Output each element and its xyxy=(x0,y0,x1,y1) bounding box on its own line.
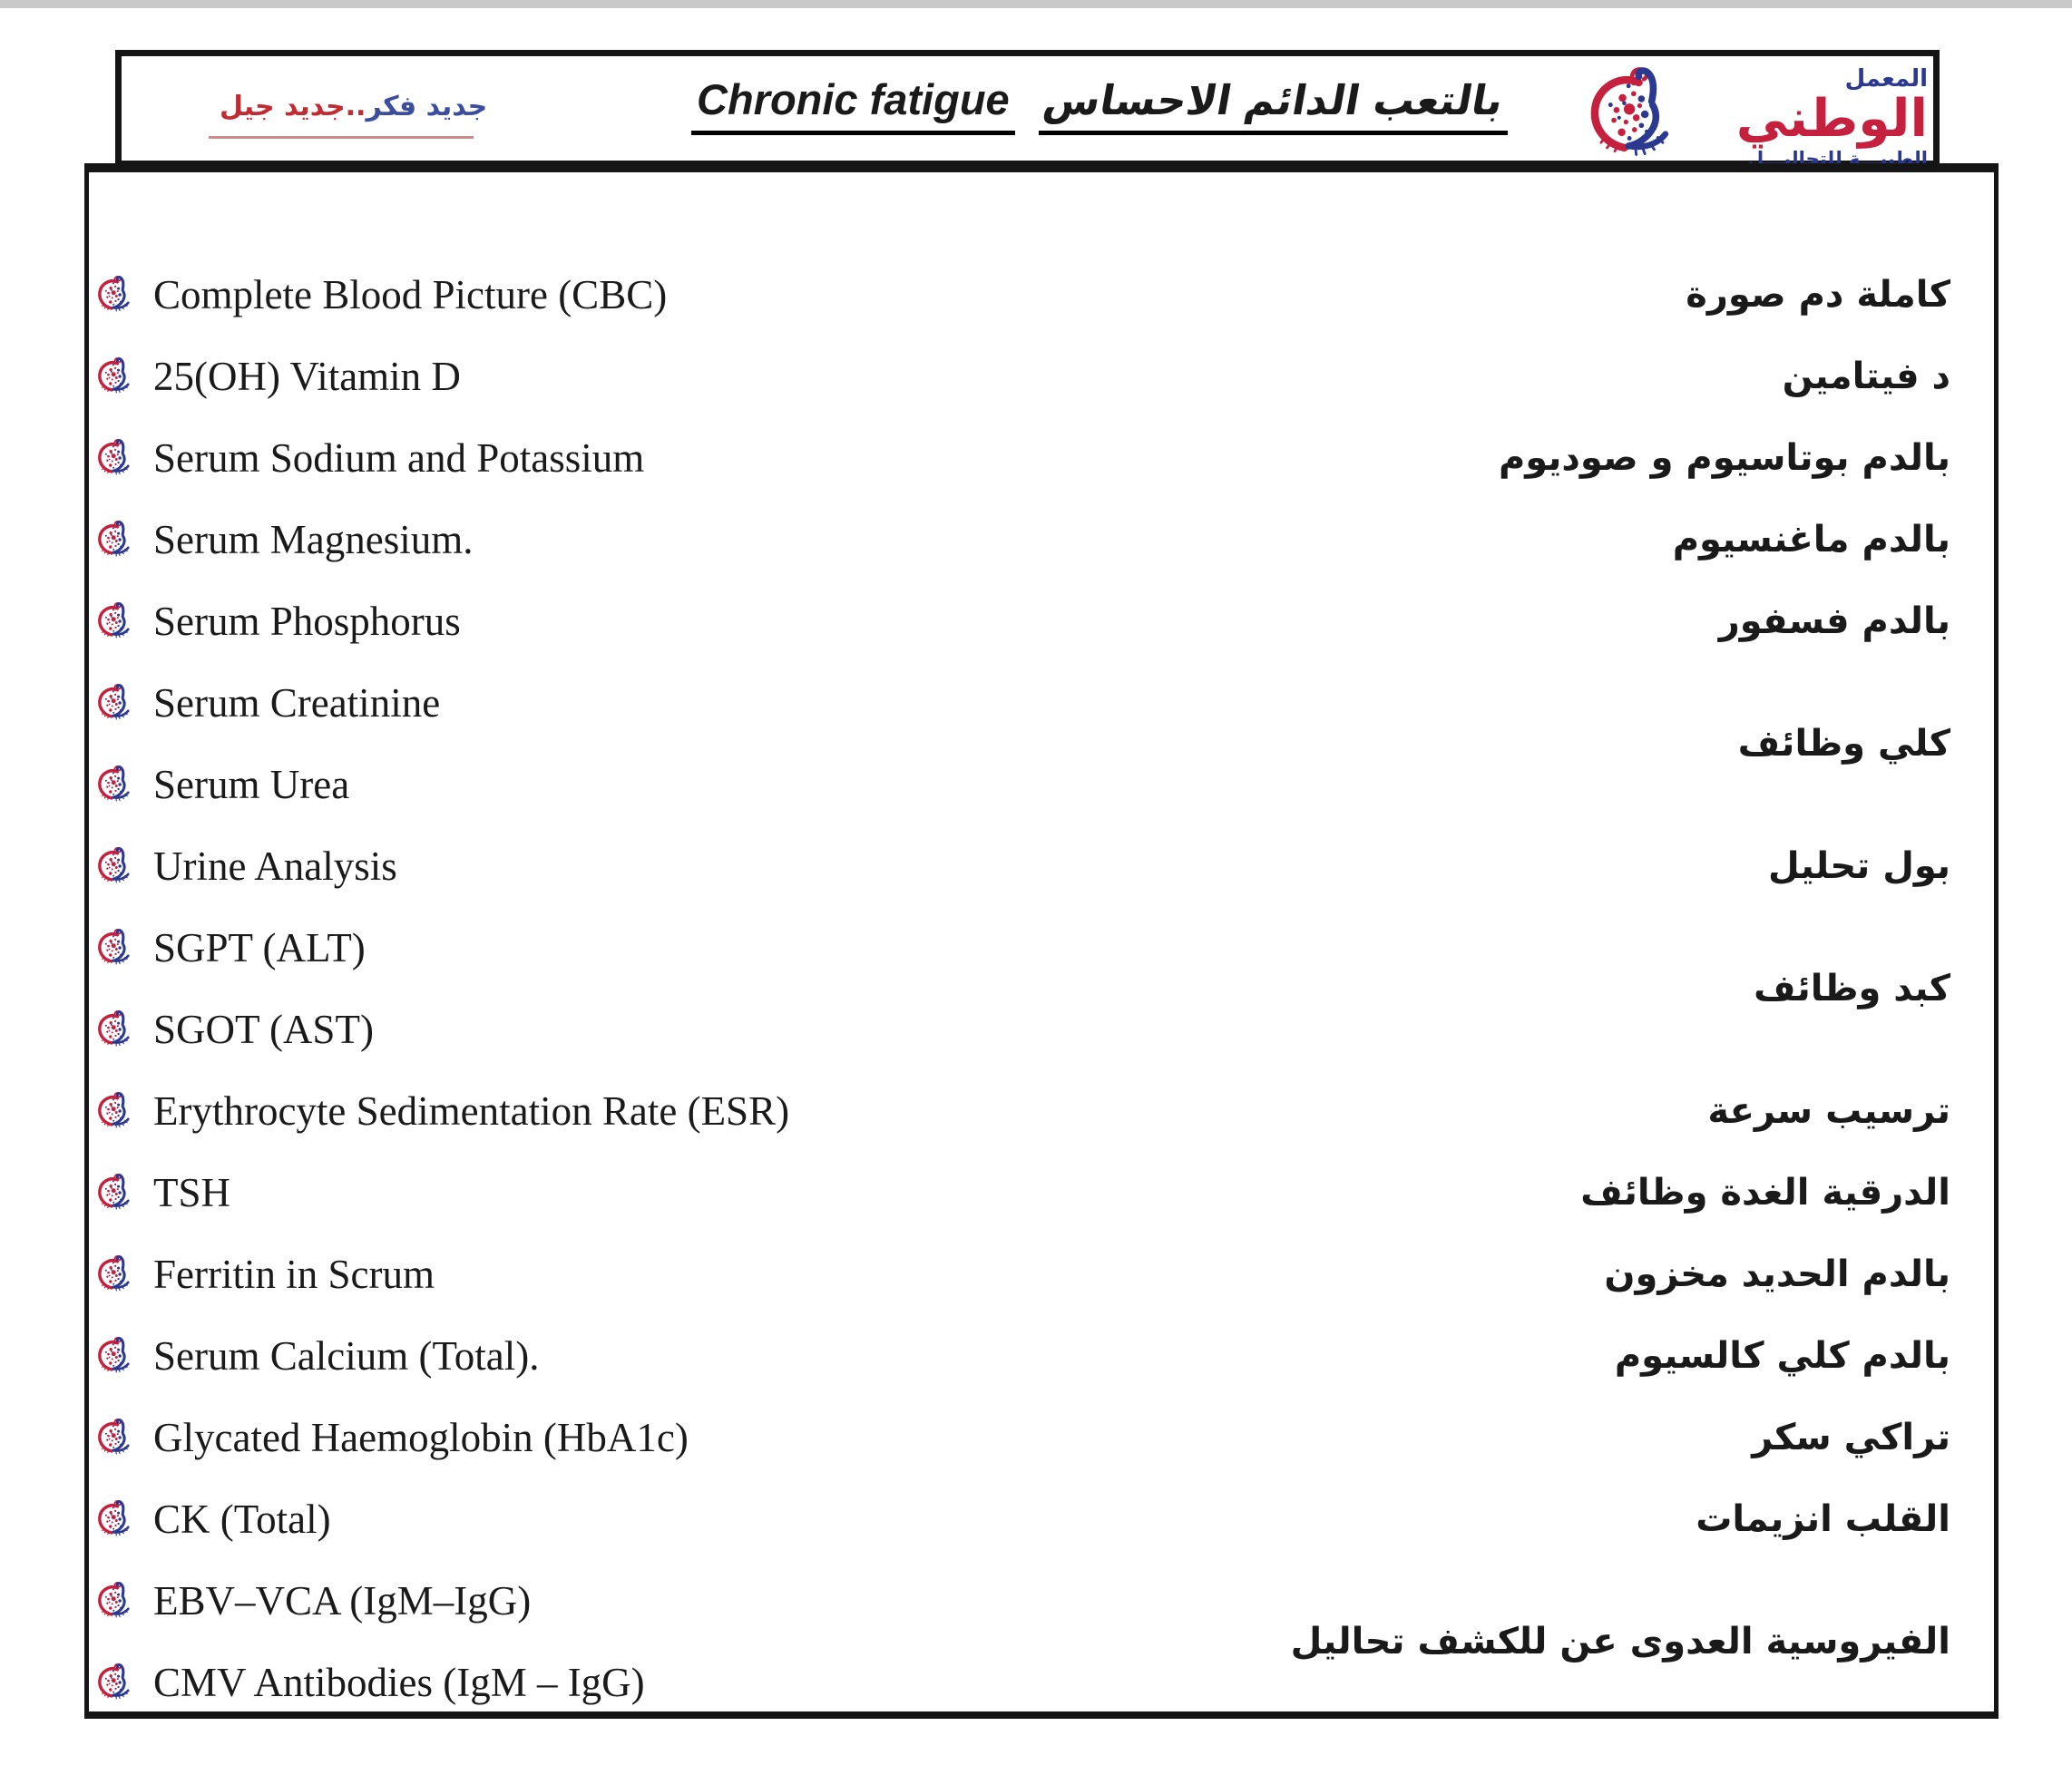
test-name: Serum Calcium (Total). xyxy=(153,1333,540,1379)
lab-flask-bullet-icon xyxy=(98,1499,130,1537)
lab-flask-bullet-icon xyxy=(98,520,130,558)
test-row: Complete Blood Picture (CBC) xyxy=(95,271,667,318)
test-label-arabic: فسفور‎ بالدم‎ xyxy=(1718,600,1950,642)
test-group-label-arabic: وظائف‎ كلي‎ xyxy=(1737,723,1950,765)
lab-flask-bullet-icon xyxy=(98,1418,130,1456)
lab-flask-bullet-icon xyxy=(98,846,130,884)
test-row: SGOT (AST) xyxy=(95,1006,374,1053)
test-label-arabic: صوديوم‎ و‎ بوتاسيوم‎ بالدم‎ xyxy=(1498,437,1950,479)
test-row: Serum Magnesium. xyxy=(95,516,473,563)
lab-flask-bullet-icon xyxy=(98,1091,130,1129)
logo-line-top: المعمل‎ xyxy=(1844,65,1928,93)
test-label-arabic: كالسيوم‎ كلي‎ بالدم‎ xyxy=(1614,1335,1950,1377)
lab-flask-bullet-icon xyxy=(98,1336,130,1374)
test-name: Ferritin in Scrum xyxy=(153,1252,435,1297)
test-row: Serum Calcium (Total). xyxy=(95,1332,540,1380)
lab-flask-bullet-icon xyxy=(98,601,130,639)
test-group-label-arabic: وظائف‎ كبد‎ xyxy=(1754,968,1950,1009)
test-label-arabic: انزيمات‎ القلب‎ xyxy=(1696,1498,1950,1540)
test-name: Serum Sodium and Potassium xyxy=(153,435,645,481)
lab-flask-logo-icon xyxy=(1584,67,1678,161)
test-list-box xyxy=(84,163,1999,1719)
lab-flask-bullet-icon xyxy=(98,1254,130,1292)
test-row: SGPT (ALT) xyxy=(95,924,366,971)
test-row: CMV Antibodies (IgM – IgG) xyxy=(95,1659,645,1706)
title-arabic: الاحساس‎ الدائم‎ بالتعب‎ xyxy=(1038,76,1509,135)
test-name: Erythrocyte Sedimentation Rate (ESR) xyxy=(153,1088,790,1134)
test-group-label-arabic: تحاليل‎ للكشف‎ عن‎ العدوى‎ الفيروسية‎ xyxy=(1290,1621,1950,1663)
test-row: Serum Urea xyxy=(95,761,349,808)
lab-flask-bullet-icon xyxy=(98,438,130,476)
test-name: Serum Urea xyxy=(153,762,350,807)
test-label-arabic: سكر‎ تراكي‎ xyxy=(1752,1417,1950,1458)
lab-logo-wordmark: المعمل‎ الوطني‎ للتحاليـــل‎ الطبيـــة‎ xyxy=(1736,67,1928,169)
test-name: SGOT (AST) xyxy=(153,1007,374,1052)
lab-flask-bullet-icon xyxy=(98,683,130,721)
lab-flask-bullet-icon xyxy=(98,1663,130,1701)
test-row: Serum Phosphorus xyxy=(95,598,461,645)
lab-slogan: جيل‎ جديد‎..فكر‎ جديد‎ xyxy=(220,91,487,122)
lab-flask-bullet-icon xyxy=(98,275,130,313)
lab-flask-bullet-icon xyxy=(98,1009,130,1048)
test-row: Urine Analysis xyxy=(95,843,397,890)
test-label-arabic: صورة‎ دم‎ كاملة‎ xyxy=(1686,274,1950,316)
test-name: Serum Phosphorus xyxy=(153,599,461,644)
lab-flask-bullet-icon xyxy=(98,765,130,803)
test-name: TSH xyxy=(153,1170,231,1215)
test-name: Serum Creatinine xyxy=(153,680,441,726)
scan-edge-artifact xyxy=(0,0,2072,8)
slogan-part-1: جيل‎ جديد‎ xyxy=(220,91,346,122)
test-row: EBV–VCA (IgM–IgG) xyxy=(95,1577,531,1624)
title-english: Chronic fatigue xyxy=(691,74,1015,135)
test-row: Serum Sodium and Potassium xyxy=(95,434,644,482)
slogan-part-2: فكر‎ جديد‎ xyxy=(366,91,488,122)
test-row: TSH xyxy=(95,1169,230,1216)
test-name: SGPT (ALT) xyxy=(153,925,366,970)
test-label-arabic: وظائف‎ الغدة‎ الدرقية‎ xyxy=(1580,1172,1950,1214)
slogan-underline xyxy=(209,136,474,139)
test-label-arabic: تحليل‎ بول‎ xyxy=(1768,845,1950,887)
test-row: CK (Total) xyxy=(95,1496,331,1543)
test-label-arabic: سرعة‎ ترسيب‎ xyxy=(1707,1090,1950,1132)
header-box: جيل‎ جديد‎..فكر‎ جديد‎ Chronic fatigue ا… xyxy=(115,50,1940,169)
test-name: 25(OH) Vitamin D xyxy=(153,354,461,399)
logo-line-main: الوطني‎ xyxy=(1735,89,1928,149)
test-name: CK (Total) xyxy=(153,1497,331,1542)
test-name: CMV Antibodies (IgM – IgG) xyxy=(153,1660,645,1705)
test-row: Ferritin in Scrum xyxy=(95,1251,435,1298)
test-name: Glycated Haemoglobin (HbA1c) xyxy=(153,1415,689,1460)
document-title: Chronic fatigue الاحساس‎ الدائم‎ بالتعب‎ xyxy=(691,74,1509,135)
test-name: Urine Analysis xyxy=(153,843,397,889)
test-name: Serum Magnesium. xyxy=(153,517,474,562)
lab-flask-bullet-icon xyxy=(98,1173,130,1211)
test-row: 25(OH) Vitamin D xyxy=(95,353,461,400)
lab-flask-bullet-icon xyxy=(98,356,130,395)
slogan-dots: .. xyxy=(345,91,367,122)
test-label-arabic: ماغنسيوم‎ بالدم‎ xyxy=(1672,519,1950,561)
test-row: Erythrocyte Sedimentation Rate (ESR) xyxy=(95,1087,789,1135)
test-label-arabic: فيتامين‎ د‎ xyxy=(1782,356,1950,397)
test-name: EBV–VCA (IgM–IgG) xyxy=(153,1578,532,1624)
test-label-arabic: مخزون‎ الحديد‎ بالدم‎ xyxy=(1604,1253,1950,1295)
lab-flask-bullet-icon xyxy=(98,1581,130,1619)
test-name: Complete Blood Picture (CBC) xyxy=(153,272,668,317)
test-row: Glycated Haemoglobin (HbA1c) xyxy=(95,1414,689,1461)
test-row: Serum Creatinine xyxy=(95,679,440,726)
lab-flask-bullet-icon xyxy=(98,928,130,966)
